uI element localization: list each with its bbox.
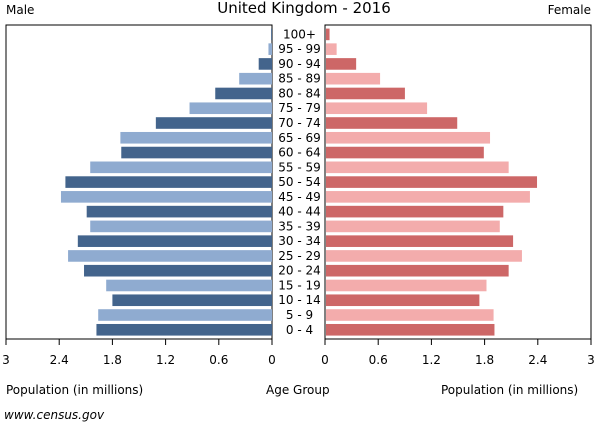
female-bar	[326, 161, 509, 174]
x-axis-ticks: 3 2.4 1.8 1.2 0.6 0 0 0.6 1.2 1.8 2.4 3	[2, 339, 595, 367]
female-bar	[326, 323, 495, 336]
female-label: Female	[547, 3, 591, 17]
age-group-label: 65 - 69	[278, 131, 321, 145]
female-bar	[326, 205, 504, 218]
female-bar	[326, 131, 491, 144]
age-group-label: 40 - 44	[278, 205, 321, 219]
female-bar	[326, 250, 522, 262]
female-bar	[326, 176, 538, 188]
age-group-label: 95 - 99	[278, 42, 321, 56]
age-group-label: 70 - 74	[278, 116, 321, 130]
male-bar	[77, 235, 272, 247]
source-credit: www.census.gov	[4, 408, 105, 422]
male-bar	[90, 220, 272, 233]
x-tick-label: 1.8	[475, 353, 494, 367]
x-tick-label: 0	[321, 353, 329, 367]
age-group-label: 20 - 24	[278, 264, 321, 278]
x-tick-label: 1.2	[422, 353, 441, 367]
x-tick-label: 2.4	[50, 353, 69, 367]
male-bar	[258, 58, 272, 70]
x-tick-label: 0.6	[369, 353, 388, 367]
male-bar	[121, 146, 273, 159]
female-bar	[326, 117, 458, 129]
age-group-label: 15 - 19	[278, 278, 321, 292]
male-bar	[239, 72, 272, 85]
age-group-label: 55 - 59	[278, 160, 321, 174]
male-bar	[106, 279, 273, 292]
male-bar	[96, 323, 272, 336]
age-group-label: 75 - 79	[278, 101, 321, 115]
chart-title: United Kingdom - 2016	[217, 0, 391, 17]
age-group-label: 30 - 34	[278, 234, 321, 248]
female-bar	[326, 191, 530, 203]
male-bar	[271, 28, 272, 41]
male-label: Male	[6, 3, 35, 17]
male-bar	[90, 161, 272, 174]
x-axis-label-left: Population (in millions)	[6, 383, 144, 397]
age-group-label: 90 - 94	[278, 57, 321, 71]
female-bar	[326, 279, 487, 292]
female-bar	[326, 264, 509, 277]
age-group-label: 100+	[283, 27, 316, 41]
female-bars	[326, 28, 538, 336]
male-bar	[268, 43, 272, 55]
female-bar	[326, 58, 357, 70]
right-plot-frame	[324, 24, 592, 340]
age-group-label: 50 - 54	[278, 175, 321, 189]
x-tick-label: 1.8	[103, 353, 122, 367]
age-group-label: 5 - 9	[286, 308, 313, 322]
male-bar	[84, 264, 272, 277]
female-bar	[326, 43, 337, 55]
age-group-label: 25 - 29	[278, 249, 321, 263]
male-bar	[68, 250, 272, 262]
female-bar	[326, 309, 494, 321]
age-group-label: 0 - 4	[286, 323, 313, 337]
x-tick-label: 0.6	[209, 353, 228, 367]
male-bar	[86, 205, 272, 218]
female-bar	[326, 235, 514, 247]
age-group-label: 80 - 84	[278, 86, 321, 100]
male-bars	[60, 28, 273, 336]
x-axis-label-right: Population (in millions)	[441, 383, 579, 397]
age-group-label: 35 - 39	[278, 219, 321, 233]
x-tick-label: 3	[587, 353, 595, 367]
female-bar	[326, 146, 484, 159]
x-tick-label: 3	[2, 353, 10, 367]
female-bar	[326, 294, 480, 307]
age-group-label: 10 - 14	[278, 293, 321, 307]
female-bar	[326, 28, 330, 41]
male-bar	[215, 87, 272, 100]
x-axis-label-center: Age Group	[266, 383, 330, 397]
female-bar	[326, 102, 428, 115]
female-bar	[326, 87, 405, 100]
male-bar	[98, 309, 272, 321]
male-bar	[112, 294, 273, 307]
male-bar	[120, 131, 272, 144]
female-bar	[326, 220, 500, 233]
female-bar	[326, 72, 381, 85]
age-group-label: 60 - 64	[278, 146, 321, 160]
age-group-label: 85 - 89	[278, 72, 321, 86]
male-bar	[60, 191, 273, 203]
x-tick-label: 1.2	[156, 353, 175, 367]
age-group-label: 45 - 49	[278, 190, 321, 204]
x-tick-label: 2.4	[528, 353, 547, 367]
male-bar	[155, 117, 272, 129]
x-tick-label: 0	[268, 353, 276, 367]
male-bar	[65, 176, 272, 188]
male-bar	[189, 102, 272, 115]
